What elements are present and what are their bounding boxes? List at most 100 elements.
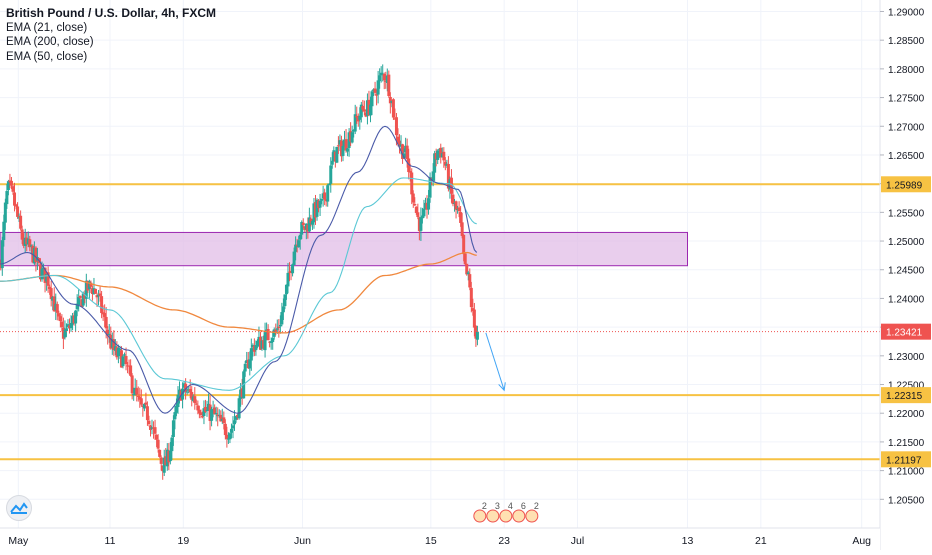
candle-down (129, 365, 133, 376)
price-tick-label: 1.26500 (888, 151, 925, 162)
candle-down (126, 365, 130, 367)
candle-up (304, 223, 308, 230)
price-tick-label: 1.28500 (888, 36, 925, 47)
ema-lines (0, 125, 478, 414)
price-tick-label: 1.29000 (888, 7, 925, 18)
candle-down (439, 147, 443, 158)
resistance-zone (0, 231, 688, 267)
candle-down (236, 414, 240, 418)
legend-ema-50[interactable]: EMA (50, close) (6, 50, 88, 63)
price-tick-label: 1.21500 (888, 438, 925, 449)
candle-up (263, 332, 267, 351)
candle-up (372, 89, 376, 91)
candle-down (252, 345, 256, 352)
candle-down (413, 204, 417, 206)
candle-up (436, 150, 440, 160)
candle-up (327, 184, 331, 186)
candle-down (465, 263, 469, 275)
candle-down (158, 449, 162, 457)
candle-up (40, 268, 44, 280)
legend: British Pound / U.S. Dollar, 4h, FXCM EM… (6, 6, 216, 64)
event-marker-label: 3 (495, 501, 500, 511)
candle-down (225, 434, 229, 439)
candle-down (240, 388, 244, 397)
candle-down (258, 336, 262, 350)
candle-up (330, 160, 334, 165)
candle-down (115, 347, 119, 358)
candle-down (295, 244, 299, 246)
candle-up (165, 449, 169, 467)
candle-down (28, 239, 32, 248)
time-tick-label: 19 (177, 535, 189, 547)
legend-ema-200[interactable]: EMA (200, close) (6, 36, 94, 48)
legend-ema-21[interactable]: EMA (21, close) (6, 21, 88, 34)
tradingview-logo-icon[interactable] (6, 495, 32, 521)
candle-down (72, 315, 76, 324)
candle-up (419, 217, 423, 231)
time-tick-label: 15 (425, 535, 437, 547)
candle-up (243, 363, 247, 372)
candle-down (124, 356, 128, 365)
candle-down (333, 151, 337, 162)
candle-up (84, 280, 88, 299)
candle-up (255, 340, 259, 347)
candle-down (324, 199, 328, 202)
candle-down (22, 239, 26, 246)
candle-up (278, 324, 282, 327)
candle-up (97, 294, 101, 297)
candle-up (185, 391, 189, 393)
candle-down (414, 206, 418, 213)
candle-down (130, 375, 134, 394)
candle-up (142, 403, 146, 409)
candle-up (214, 413, 218, 415)
candle-down (144, 402, 148, 405)
candle-up (2, 221, 6, 241)
candle-up (228, 433, 232, 440)
candle-down (277, 326, 281, 328)
time-tick-label: Jul (571, 535, 584, 547)
candle-up (329, 165, 333, 184)
candle-down (101, 312, 105, 315)
candle-down (401, 144, 405, 159)
candle-up (326, 185, 330, 202)
candle-up (182, 383, 186, 388)
candle-up (205, 410, 209, 412)
candle-up (66, 324, 70, 327)
candle-up (251, 344, 255, 348)
candle-down (344, 139, 348, 151)
price-tick-label: 1.28000 (888, 65, 925, 76)
candle-down (446, 164, 450, 189)
candle-down (55, 304, 59, 313)
candle-up (433, 153, 437, 173)
candle-down (449, 177, 453, 194)
time-axis: May 11 19 Jun 15 23 Jul 13 21 Aug (0, 527, 880, 550)
candle-up (368, 104, 372, 116)
candle-down (336, 145, 340, 147)
candle-down (362, 109, 366, 112)
candle-up (390, 100, 394, 103)
ema-50-line (0, 177, 477, 391)
candle-down (83, 292, 87, 299)
candle-down (98, 293, 102, 296)
price-tick-label: 1.22000 (888, 409, 925, 420)
candle-up (431, 171, 435, 181)
legend-title: British Pound / U.S. Dollar, 4h, FXCM (6, 6, 217, 20)
candle-down (100, 296, 104, 314)
candle-up (440, 153, 444, 158)
candle-up (307, 217, 311, 232)
candle-down (203, 406, 207, 412)
level-price-badge (881, 451, 931, 468)
candle-up (248, 359, 252, 369)
level-price-label: 1.25989 (886, 180, 923, 191)
time-axis-bg (0, 528, 880, 550)
candle-up (310, 221, 314, 225)
current-price-label: 1.23421 (886, 328, 923, 339)
candle-down (268, 341, 272, 343)
candle-down (11, 186, 15, 192)
candle-down (60, 321, 64, 328)
candle-down (396, 136, 400, 143)
event-marker-label: 4 (508, 501, 513, 511)
candle-up (75, 303, 79, 310)
